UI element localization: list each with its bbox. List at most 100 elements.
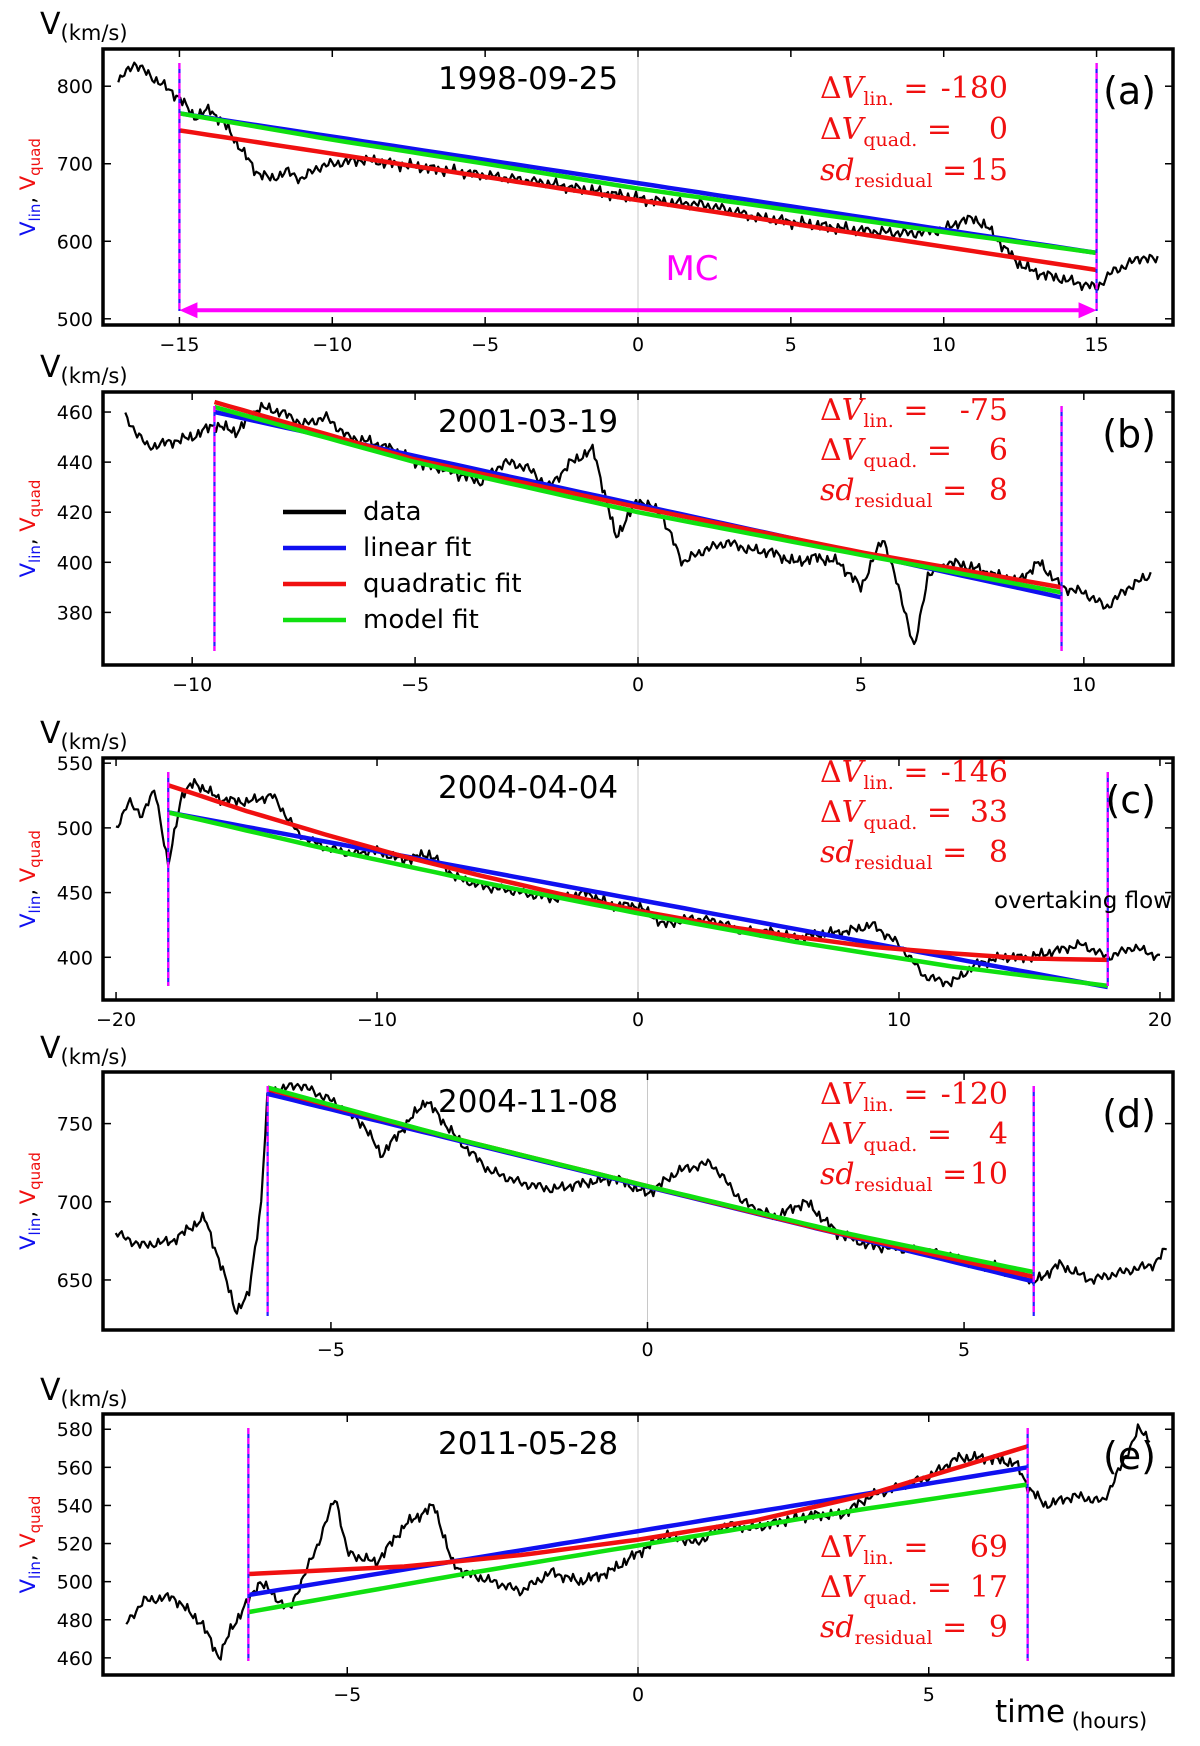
y-axis-label: V(km/s) bbox=[40, 716, 128, 754]
x-tick-label: −5 bbox=[401, 674, 429, 696]
delta-v-quad-label: ΔVquad. = bbox=[820, 112, 952, 151]
x-tick-label: 5 bbox=[923, 1684, 935, 1706]
x-tick-label: −10 bbox=[172, 674, 212, 696]
side-axis-label: Vlin, Vquad bbox=[16, 480, 44, 578]
quadratic-fit-line bbox=[179, 128, 1097, 273]
delta-v-quad-value: 0 bbox=[989, 112, 1008, 147]
linear-fit-line bbox=[179, 111, 1097, 256]
observed-data-line bbox=[125, 1423, 1151, 1661]
y-tick-label: 450 bbox=[57, 883, 93, 905]
delta-v-quad-label: ΔVquad. = bbox=[820, 1570, 952, 1609]
y-axis-label: V(km/s) bbox=[40, 7, 128, 45]
x-tick-label: −5 bbox=[471, 334, 499, 356]
linear-fit-line bbox=[248, 1465, 1028, 1598]
x-tick-label: 15 bbox=[1084, 334, 1108, 356]
delta-v-lin-label: ΔVlin. = bbox=[820, 71, 928, 110]
legend-label: data bbox=[363, 497, 422, 527]
panel-date-title: 2004-11-08 bbox=[438, 1084, 618, 1120]
panel-b: −10 −5 0 5 10 380 400 420 440 460 V(km/s) Vlin, Vqu… bbox=[16, 350, 1175, 696]
panel-date-title: 2011-05-28 bbox=[438, 1426, 618, 1462]
sd-residual-value: 10 bbox=[970, 1157, 1008, 1192]
quadratic-fit-line bbox=[213, 399, 1062, 590]
y-tick-label: 420 bbox=[57, 502, 93, 524]
legend-label: quadratic fit bbox=[363, 569, 522, 599]
x-tick-label: 0 bbox=[632, 1009, 644, 1031]
y-tick-label: 580 bbox=[57, 1419, 93, 1441]
x-tick-label: −20 bbox=[96, 1009, 136, 1031]
linear-fit-line bbox=[167, 810, 1109, 990]
delta-v-lin-label: ΔVlin. = bbox=[820, 393, 928, 432]
y-tick-label: 520 bbox=[57, 1534, 93, 1556]
delta-v-quad-value: 6 bbox=[989, 433, 1008, 468]
sd-residual-value: 8 bbox=[989, 473, 1008, 508]
x-tick-label: −10 bbox=[312, 334, 352, 356]
x-tick-label: 0 bbox=[632, 674, 644, 696]
plot-area bbox=[117, 61, 1159, 292]
y-tick-label: 700 bbox=[57, 1192, 93, 1214]
x-tick-label: 10 bbox=[1072, 674, 1096, 696]
time-axis-label: time (hours) bbox=[995, 1694, 1147, 1733]
plot-area bbox=[115, 778, 1161, 990]
panel-date-title: 1998-09-25 bbox=[438, 61, 618, 97]
model-fit-line bbox=[267, 1085, 1035, 1275]
y-tick-label: 380 bbox=[57, 602, 93, 624]
x-tick-label: −5 bbox=[317, 1339, 345, 1361]
x-tick-label: 10 bbox=[932, 334, 956, 356]
y-tick-label: 750 bbox=[57, 1114, 93, 1136]
delta-v-quad-value: 17 bbox=[970, 1570, 1008, 1605]
plot-area bbox=[124, 399, 1152, 646]
panel-e: −5 0 5 460 480 500 520 540 560 580 V(km/s) Vlin, Vq… bbox=[16, 1373, 1175, 1706]
panel-d: −5 0 5 650 700 750 V(km/s) Vlin, Vquad 2004-11-0… bbox=[16, 1031, 1175, 1361]
overtaking-flow-label: overtaking flow bbox=[994, 888, 1172, 914]
delta-v-lin-label: ΔVlin. = bbox=[820, 1530, 928, 1569]
x-tick-label: −10 bbox=[357, 1009, 397, 1031]
y-tick-label: 480 bbox=[57, 1610, 93, 1632]
panel-letter: (d) bbox=[1102, 1092, 1156, 1136]
delta-v-quad-label: ΔVquad. = bbox=[820, 433, 952, 472]
side-axis-label: Vlin, Vquad bbox=[16, 830, 44, 928]
y-tick-label: 500 bbox=[57, 309, 93, 331]
y-tick-label: 500 bbox=[57, 1572, 93, 1594]
model-fit-line bbox=[213, 404, 1062, 595]
delta-v-quad-value: 33 bbox=[970, 795, 1008, 830]
x-tick-label: −5 bbox=[333, 1684, 361, 1706]
sd-residual-value: 8 bbox=[989, 835, 1008, 870]
panel-letter: (e) bbox=[1103, 1434, 1156, 1478]
y-axis-label: V(km/s) bbox=[40, 350, 128, 388]
delta-v-lin-value: -146 bbox=[941, 755, 1008, 790]
y-tick-label: 500 bbox=[57, 818, 93, 840]
y-tick-label: 650 bbox=[57, 1270, 93, 1292]
panel-letter: (c) bbox=[1105, 778, 1156, 822]
side-axis-label: Vlin, Vquad bbox=[16, 1496, 44, 1594]
side-axis-label: Vlin, Vquad bbox=[16, 1152, 44, 1250]
mc-interval-arrow bbox=[179, 302, 1097, 319]
panel-date-title: 2001-03-19 bbox=[438, 404, 618, 440]
y-axis-label: V(km/s) bbox=[40, 1031, 128, 1069]
y-axis-label: V(km/s) bbox=[40, 1373, 128, 1411]
y-tick-label: 460 bbox=[57, 1648, 93, 1670]
panel-date-title: 2004-04-04 bbox=[438, 770, 618, 806]
delta-v-lin-value: -180 bbox=[941, 71, 1008, 106]
mc-label: MC bbox=[665, 249, 718, 289]
panel-letter: (b) bbox=[1102, 412, 1156, 456]
x-tick-label: 5 bbox=[958, 1339, 970, 1361]
panel-letter: (a) bbox=[1103, 69, 1156, 113]
sd-residual-label: sdresidual = bbox=[820, 1157, 967, 1196]
plot-frame bbox=[101, 1070, 1175, 1332]
x-tick-label: 5 bbox=[785, 334, 797, 356]
plot-area bbox=[114, 1082, 1167, 1315]
model-fit-line bbox=[167, 810, 1109, 989]
delta-v-lin-value: -120 bbox=[941, 1077, 1008, 1112]
legend-label: linear fit bbox=[363, 533, 471, 563]
y-tick-label: 550 bbox=[57, 753, 93, 775]
y-tick-label: 540 bbox=[57, 1495, 93, 1517]
y-tick-label: 460 bbox=[57, 402, 93, 424]
sd-residual-value: 9 bbox=[989, 1610, 1008, 1645]
sd-residual-label: sdresidual = bbox=[820, 473, 967, 512]
y-tick-label: 600 bbox=[57, 231, 93, 253]
x-tick-label: 0 bbox=[632, 334, 644, 356]
model-fit-line bbox=[179, 111, 1097, 256]
x-tick-label: 0 bbox=[641, 1339, 653, 1361]
y-tick-label: 400 bbox=[57, 947, 93, 969]
